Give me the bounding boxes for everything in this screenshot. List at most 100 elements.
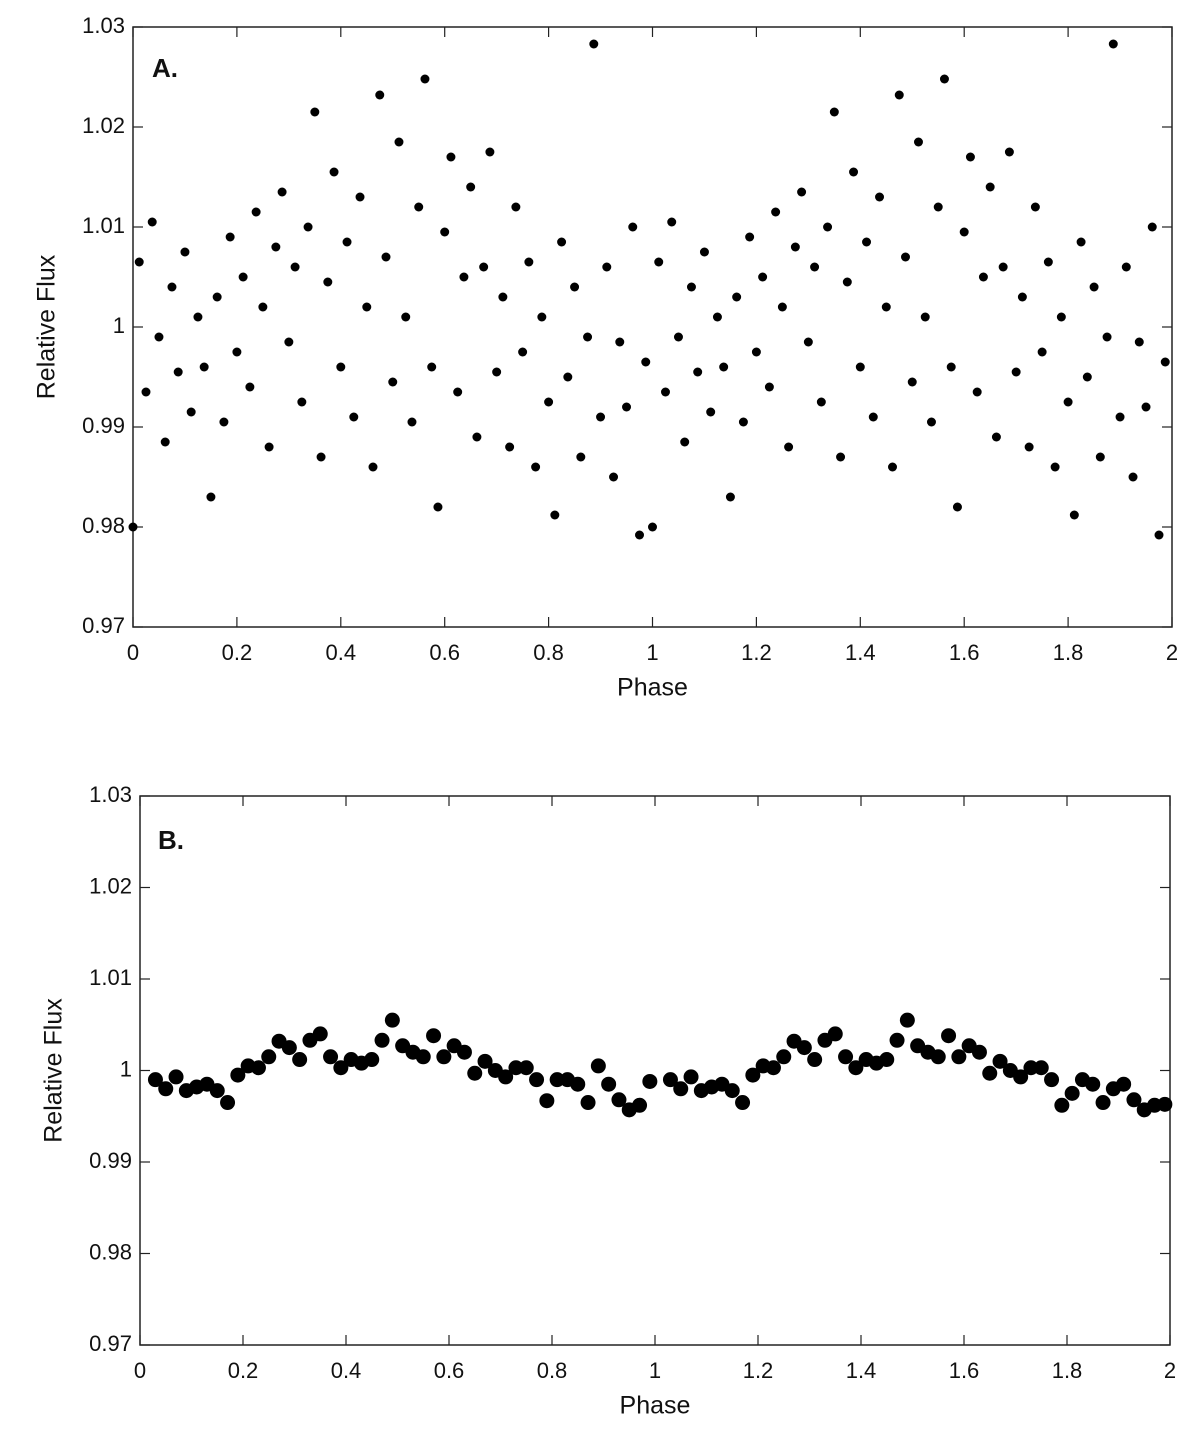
point (230, 1067, 246, 1083)
point (570, 1076, 586, 1092)
point (245, 382, 255, 392)
x-tick-label: 1.4 (846, 1358, 877, 1383)
point (939, 74, 949, 84)
point (303, 222, 313, 232)
point (724, 1083, 740, 1099)
y-tick-label: 1.01 (89, 965, 132, 990)
point (1085, 1076, 1101, 1092)
y-tick-label: 1.01 (82, 213, 125, 238)
point (1004, 147, 1014, 157)
point (199, 362, 209, 372)
point (648, 522, 657, 532)
point (281, 1040, 297, 1056)
point (479, 262, 489, 272)
point (467, 1065, 483, 1081)
point (518, 1060, 534, 1076)
point (601, 1076, 617, 1092)
panel-label: B. (158, 825, 184, 855)
point (1063, 397, 1073, 407)
point (810, 262, 820, 272)
point (498, 1069, 514, 1085)
point (147, 1072, 163, 1088)
point (855, 362, 865, 372)
point (220, 1095, 236, 1111)
point (998, 262, 1008, 272)
point (492, 367, 502, 377)
point (232, 347, 242, 357)
point (1023, 1060, 1039, 1076)
point (965, 152, 975, 162)
point (349, 412, 359, 422)
point (683, 1069, 699, 1085)
point (959, 227, 969, 237)
point (531, 462, 541, 472)
y-tick-label: 0.97 (82, 613, 125, 638)
x-axis-label: Phase (620, 1392, 691, 1420)
point (758, 272, 768, 282)
point (920, 312, 930, 322)
point (329, 167, 339, 177)
point (628, 222, 638, 232)
point (751, 347, 761, 357)
point (951, 1049, 967, 1065)
point (459, 272, 469, 282)
point (693, 367, 703, 377)
point (816, 397, 826, 407)
point (848, 1060, 864, 1076)
point (570, 282, 580, 292)
point (635, 530, 645, 540)
point (485, 147, 495, 157)
point (415, 1049, 431, 1065)
point (862, 237, 872, 247)
point (888, 462, 898, 472)
x-tick-label: 1.8 (1052, 1358, 1083, 1383)
y-tick-label: 1.02 (82, 113, 125, 138)
point (777, 302, 787, 312)
point (745, 232, 755, 242)
point (580, 1095, 596, 1111)
point (583, 332, 593, 342)
point (764, 382, 774, 392)
x-tick-label: 0.2 (222, 640, 253, 665)
y-tick-label: 0.99 (82, 413, 125, 438)
point (407, 417, 417, 427)
point (673, 1081, 689, 1097)
point (368, 462, 378, 472)
point (1121, 262, 1131, 272)
point (829, 107, 839, 117)
point (946, 362, 956, 372)
point (738, 417, 748, 427)
point (732, 292, 742, 302)
x-tick-label: 1.2 (741, 640, 772, 665)
point (868, 412, 878, 422)
point (615, 337, 625, 347)
y-axis-label: Relative Flux (40, 998, 68, 1143)
point (1095, 452, 1105, 462)
x-tick-label: 0 (127, 640, 139, 665)
point (894, 90, 904, 100)
point (1116, 1076, 1132, 1092)
y-tick-label: 1.02 (89, 873, 132, 898)
point (641, 357, 651, 367)
point (336, 362, 346, 372)
point (836, 452, 846, 462)
point (1069, 510, 1079, 520)
point (1037, 347, 1047, 357)
point (128, 522, 138, 532)
point (310, 107, 320, 117)
point (440, 227, 450, 237)
point (735, 1095, 751, 1111)
point (1141, 402, 1151, 412)
point (264, 442, 274, 452)
point (193, 312, 203, 322)
x-tick-label: 1 (649, 1358, 661, 1383)
point (590, 1058, 606, 1074)
point (838, 1049, 854, 1065)
point (375, 90, 385, 100)
point (323, 277, 333, 287)
point (250, 1060, 266, 1076)
point (712, 312, 722, 322)
point (374, 1032, 390, 1048)
point (971, 1044, 987, 1060)
point (238, 272, 248, 282)
